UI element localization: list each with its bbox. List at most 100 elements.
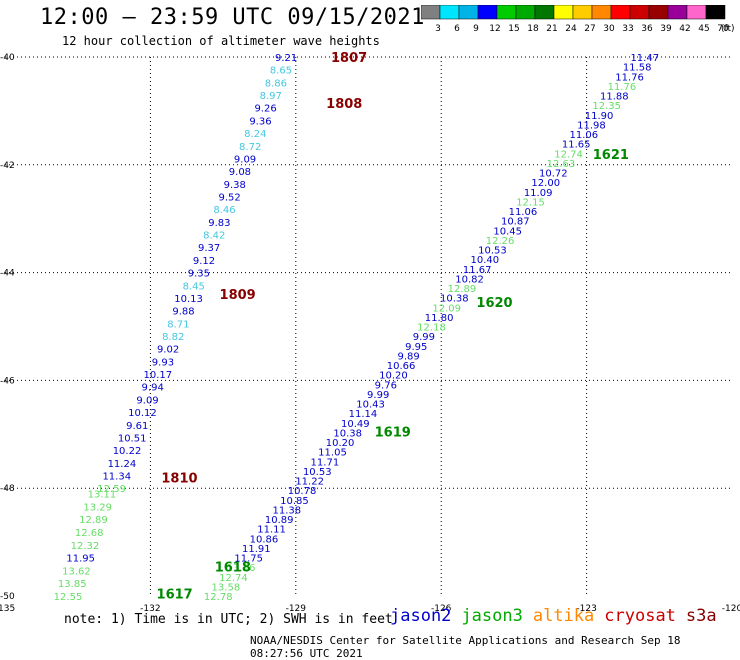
satellite-legend-item: cryosat xyxy=(604,606,676,626)
wave-height-label: 9.89 xyxy=(398,351,420,362)
pass-time-label: 1621 xyxy=(593,148,629,163)
wave-height-label: 12.09 xyxy=(432,303,461,314)
wave-height-label: 10.38 xyxy=(440,294,469,305)
wave-height-label: 11.90 xyxy=(585,111,614,122)
wave-height-label: 10.82 xyxy=(455,274,484,285)
wave-height-label: 11.76 xyxy=(608,82,637,93)
wave-height-label: 11.67 xyxy=(463,265,492,276)
wave-height-label: 10.49 xyxy=(341,419,370,430)
color-legend: 3 6 9 12 15 18 21 24 27 30 33 36 39 42 45 70(ft) xyxy=(421,5,735,34)
wave-height-label: 9.95 xyxy=(405,342,427,353)
wave-height-label: 12.63 xyxy=(547,159,576,170)
legend-bin-label: 70 xyxy=(717,24,729,34)
wave-height-label: 8.46 xyxy=(213,205,235,216)
wave-height-label: 9.94 xyxy=(142,383,164,394)
wave-height-label: 9.99 xyxy=(367,390,389,401)
wave-height-label: 9.08 xyxy=(229,167,251,178)
wave-height-label: 8.72 xyxy=(239,142,261,153)
legend-bin-label: 39 xyxy=(660,24,672,34)
pass-time-label: 1810 xyxy=(161,471,197,486)
wave-height-label: 9.02 xyxy=(157,345,179,356)
legend-bin-label: 24 xyxy=(565,24,577,34)
legend-bin-label: 9 xyxy=(473,24,479,34)
wave-height-label: 11.80 xyxy=(425,313,454,324)
wave-height-label: 11.65 xyxy=(562,140,591,151)
legend-bin-label: 27 xyxy=(584,24,595,34)
wave-height-label: 11.22 xyxy=(295,477,324,488)
wave-height-label: 10.13 xyxy=(174,294,203,305)
legend-unit-label: (ft) xyxy=(721,24,735,34)
x-tick-label: -126 xyxy=(431,604,452,614)
satellite-legend: jason2 jason3 altika cryosat s3a xyxy=(390,606,727,626)
wave-height-label: 9.35 xyxy=(188,269,210,280)
wave-height-label: 9.88 xyxy=(172,307,194,318)
wave-height-label: 12.15 xyxy=(516,197,545,208)
wave-height-label: 10.40 xyxy=(470,255,499,266)
legend-bin-label: 3 xyxy=(435,24,441,34)
wave-height-label: 11.38 xyxy=(272,505,301,516)
wave-height-label: 10.45 xyxy=(493,226,522,237)
wave-height-label: 13.16 xyxy=(227,563,256,574)
y-tick-label: -42 xyxy=(0,161,15,171)
wave-height-label: 11.95 xyxy=(66,554,95,565)
legend-swatch xyxy=(705,5,726,20)
wave-height-label: 13.29 xyxy=(83,502,112,513)
wave-height-label: 9.38 xyxy=(224,180,246,191)
wave-height-label: 9.83 xyxy=(208,218,230,229)
wave-height-label: 9.36 xyxy=(249,116,271,127)
x-tick-label: -132 xyxy=(140,604,160,614)
wave-height-label: 8.97 xyxy=(260,91,282,102)
wave-height-label: 13.85 xyxy=(58,579,87,590)
wave-height-label: 9.76 xyxy=(375,380,397,391)
y-tick-label: -48 xyxy=(0,484,15,494)
satellite-legend-item: jason2 xyxy=(390,606,452,626)
wave-height-label: 12.68 xyxy=(75,528,104,539)
wave-height-label: 12.35 xyxy=(592,101,621,112)
wave-height-label: 10.20 xyxy=(379,371,408,382)
wave-height-label: 8.45 xyxy=(183,281,205,292)
credit-line: NOAA/NESDIS Center for Satellite Applica… xyxy=(250,634,681,660)
wave-height-label: 9.52 xyxy=(219,193,241,204)
wave-height-label: 8.82 xyxy=(162,332,184,343)
wave-height-label: 10.38 xyxy=(333,428,362,439)
x-tick-label: -129 xyxy=(286,604,307,614)
wave-height-label: 12.78 xyxy=(204,592,233,603)
pass-time-label: 1809 xyxy=(220,288,256,303)
legend-bin-label: 42 xyxy=(679,24,690,34)
legend-bin-label: 36 xyxy=(641,24,653,34)
wave-height-label: 9.99 xyxy=(413,332,435,343)
legend-bin-label: 33 xyxy=(622,24,633,34)
legend-bin-label: 12 xyxy=(489,24,500,34)
wave-height-label: 12.32 xyxy=(71,541,100,552)
wave-height-label: 8.42 xyxy=(203,231,225,242)
wave-height-label: 11.71 xyxy=(311,457,340,468)
legend-bin-label: 18 xyxy=(527,24,539,34)
wave-height-label: 12.89 xyxy=(79,515,108,526)
wave-height-label: 10.51 xyxy=(118,433,147,444)
wave-height-label: 10.87 xyxy=(501,217,530,228)
wave-height-label: 10.22 xyxy=(113,446,142,457)
wave-height-label: 12.89 xyxy=(448,284,477,295)
legend-bin-label: 30 xyxy=(603,24,615,34)
wave-height-label: 8.86 xyxy=(265,78,287,89)
wave-height-label: 13.62 xyxy=(62,566,91,577)
wave-height-label: 11.58 xyxy=(623,63,652,74)
wave-height-label: 11.06 xyxy=(570,130,599,141)
wave-height-label: 9.09 xyxy=(234,154,256,165)
wave-height-label: 11.24 xyxy=(108,459,137,470)
wave-height-label: 12.74 xyxy=(219,573,248,584)
wave-height-label: 12.26 xyxy=(486,236,515,247)
footnote: note: 1) Time is in UTC; 2) SWH is in fe… xyxy=(64,612,393,627)
wave-height-label: 11.91 xyxy=(242,544,271,555)
wave-height-label: 10.72 xyxy=(539,169,568,180)
wave-height-label: 11.09 xyxy=(524,188,553,199)
wave-height-label: 10.53 xyxy=(303,467,332,478)
legend-bin-label: 15 xyxy=(508,24,519,34)
pass-time-label: 1620 xyxy=(476,296,512,311)
wave-height-label: 9.93 xyxy=(152,357,174,368)
y-tick-label: -50 xyxy=(0,592,15,602)
pass-time-label: 1619 xyxy=(375,426,411,441)
wave-height-label: 11.98 xyxy=(577,120,606,131)
wave-height-label: 10.85 xyxy=(280,496,309,507)
wave-height-label: 11.88 xyxy=(600,92,629,103)
